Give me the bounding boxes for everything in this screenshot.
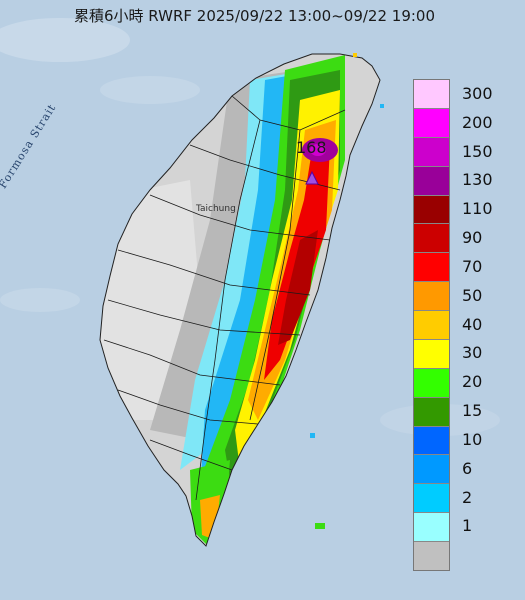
- legend-label: 15: [462, 401, 483, 421]
- island-east-islet: [380, 104, 384, 108]
- legend-label: 200: [462, 112, 493, 132]
- legend-swatch: [414, 484, 449, 514]
- legend-swatch: [414, 397, 449, 427]
- legend-label: [462, 540, 522, 569]
- island-north-islet: [353, 53, 357, 57]
- legend-swatch: [414, 513, 449, 542]
- legend-label: 150: [462, 141, 493, 161]
- legend-swatch: [414, 311, 449, 340]
- legend-label: 50: [462, 285, 483, 305]
- legend-label: 110: [462, 199, 493, 219]
- cloud-texture: [0, 18, 500, 436]
- max-rainfall-value: 168: [296, 138, 327, 157]
- legend-label: 30: [462, 343, 483, 363]
- legend-swatch: [414, 455, 449, 485]
- legend-swatch: [414, 339, 449, 369]
- legend-label: 2: [462, 487, 473, 507]
- legend-label: 90: [462, 228, 483, 248]
- legend-label: 6: [462, 458, 473, 478]
- island-outline: [99, 53, 381, 547]
- color-legend: [413, 79, 450, 571]
- county-boundaries: [103, 95, 346, 501]
- legend-swatch: [414, 253, 449, 283]
- legend-label: 20: [462, 372, 483, 392]
- legend-label: 300: [462, 83, 493, 103]
- legend-swatch: [414, 368, 449, 398]
- legend-swatch: [414, 282, 449, 311]
- legend-swatch: [414, 224, 449, 254]
- legend-swatch: [414, 108, 449, 138]
- legend-swatch: [414, 137, 449, 167]
- map-title: 累積6小時 RWRF 2025/09/22 13:00~09/22 19:00: [74, 7, 436, 25]
- legend-label: 70: [462, 256, 483, 276]
- legend-label: 40: [462, 314, 483, 334]
- legend-swatch: [414, 166, 449, 196]
- rain-band-darkred: [278, 230, 318, 345]
- legend-swatch: [414, 542, 449, 570]
- legend-swatch: [414, 80, 449, 109]
- legend-swatch: [414, 426, 449, 456]
- legend-labels: 300 200 150 130 110 90 70 50 40 30 20 15 10 6 2 1: [462, 79, 522, 569]
- legend-swatch: [414, 195, 449, 225]
- city-label: Taichung: [196, 204, 236, 214]
- legend-label: 130: [462, 170, 493, 190]
- legend-label: 1: [462, 516, 473, 536]
- max-marker-triangle: [305, 170, 319, 185]
- island-blue-islet: [310, 433, 315, 438]
- island-green-islet: [315, 523, 325, 529]
- legend-label: 10: [462, 429, 483, 449]
- max-rain-core: [310, 144, 326, 156]
